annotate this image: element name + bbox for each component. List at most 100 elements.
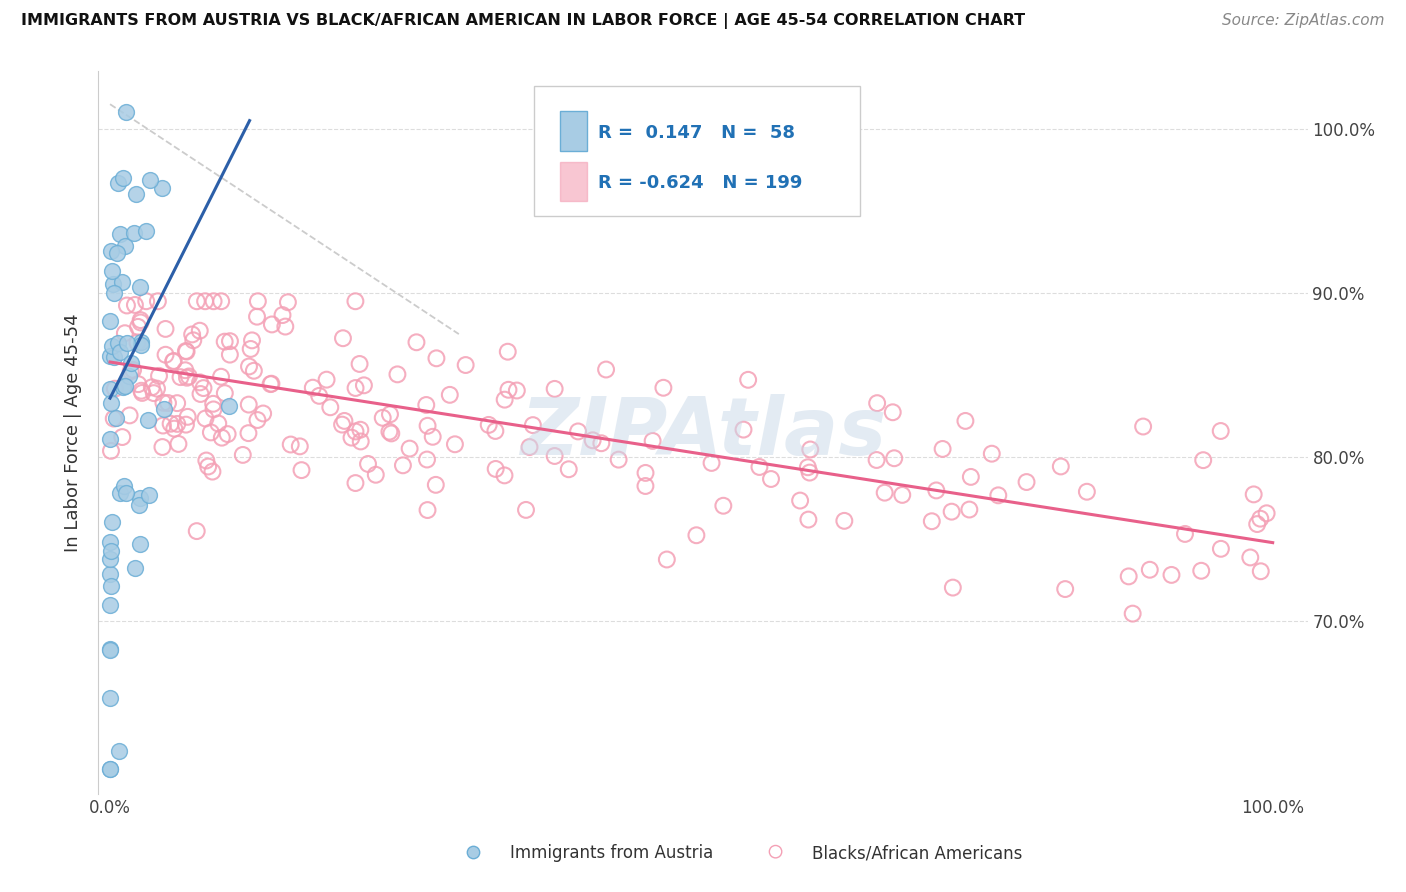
- Point: [1249, 511, 1271, 525]
- Point: [333, 414, 356, 428]
- Point: [515, 503, 537, 517]
- FancyBboxPatch shape: [534, 86, 860, 216]
- Point: [942, 581, 965, 595]
- Point: [174, 363, 197, 377]
- Text: Source: ZipAtlas.com: Source: ZipAtlas.com: [1222, 13, 1385, 29]
- Point: [834, 514, 856, 528]
- Point: [246, 294, 269, 309]
- Point: [114, 326, 136, 341]
- Point: [980, 447, 1002, 461]
- Point: [167, 437, 190, 451]
- Point: [104, 382, 127, 396]
- Point: [582, 434, 605, 448]
- Point: [174, 343, 197, 358]
- Y-axis label: In Labor Force | Age 45-54: In Labor Force | Age 45-54: [65, 313, 83, 552]
- Point: [1209, 424, 1232, 438]
- Point: [100, 579, 122, 593]
- Point: [238, 359, 260, 374]
- Point: [129, 313, 152, 327]
- Point: [138, 488, 160, 502]
- Point: [129, 315, 152, 329]
- Point: [685, 528, 707, 542]
- Point: [416, 503, 439, 517]
- Point: [246, 310, 269, 324]
- Point: [118, 368, 141, 383]
- Point: [380, 426, 402, 441]
- Point: [439, 388, 461, 402]
- Point: [128, 498, 150, 512]
- Point: [101, 264, 124, 278]
- Point: [181, 334, 204, 348]
- Point: [98, 535, 121, 549]
- Point: [344, 381, 367, 395]
- Point: [152, 396, 174, 410]
- Point: [194, 294, 217, 309]
- Point: [239, 342, 262, 356]
- Point: [641, 434, 664, 448]
- Point: [98, 566, 121, 581]
- Point: [166, 396, 188, 410]
- Point: [98, 642, 121, 657]
- Point: [353, 378, 375, 392]
- Point: [290, 463, 312, 477]
- Point: [1049, 459, 1071, 474]
- Point: [103, 411, 125, 425]
- Point: [146, 294, 169, 309]
- Point: [595, 362, 617, 376]
- Point: [260, 376, 283, 391]
- Point: [319, 401, 342, 415]
- Point: [315, 373, 337, 387]
- Point: [1192, 453, 1215, 467]
- Point: [122, 363, 145, 377]
- Point: [987, 488, 1010, 502]
- Point: [652, 381, 675, 395]
- Point: [202, 397, 225, 411]
- Point: [344, 476, 367, 491]
- Point: [176, 409, 198, 424]
- Point: [1246, 517, 1268, 532]
- Point: [865, 453, 887, 467]
- Point: [120, 356, 142, 370]
- Point: [152, 181, 174, 195]
- Text: ZIPAtlas: ZIPAtlas: [520, 393, 886, 472]
- Point: [129, 338, 152, 352]
- Point: [506, 384, 529, 398]
- Point: [415, 398, 437, 412]
- Point: [543, 449, 565, 463]
- Point: [238, 426, 260, 441]
- Point: [202, 402, 225, 417]
- Point: [243, 364, 266, 378]
- Point: [607, 452, 630, 467]
- Point: [425, 478, 447, 492]
- Point: [759, 472, 782, 486]
- Point: [136, 413, 159, 427]
- Point: [115, 298, 138, 312]
- Point: [120, 364, 142, 378]
- Point: [98, 599, 121, 613]
- Point: [162, 354, 184, 368]
- Point: [163, 354, 186, 368]
- Point: [344, 294, 367, 309]
- Point: [124, 298, 146, 312]
- Point: [207, 417, 229, 431]
- Point: [135, 294, 157, 309]
- Point: [1256, 506, 1278, 520]
- Point: [129, 335, 152, 350]
- Point: [217, 427, 239, 442]
- Point: [799, 442, 821, 457]
- Point: [308, 389, 330, 403]
- Point: [797, 460, 820, 475]
- Point: [105, 246, 128, 260]
- Point: [107, 335, 129, 350]
- Point: [288, 439, 311, 453]
- Point: [188, 324, 211, 338]
- Point: [799, 466, 821, 480]
- Point: [195, 453, 218, 467]
- Point: [153, 401, 176, 416]
- Point: [166, 417, 188, 431]
- FancyBboxPatch shape: [561, 112, 586, 151]
- Point: [201, 465, 224, 479]
- Point: [174, 417, 197, 432]
- Text: Immigrants from Austria: Immigrants from Austria: [509, 844, 713, 863]
- Text: R = -0.624   N = 199: R = -0.624 N = 199: [598, 174, 803, 193]
